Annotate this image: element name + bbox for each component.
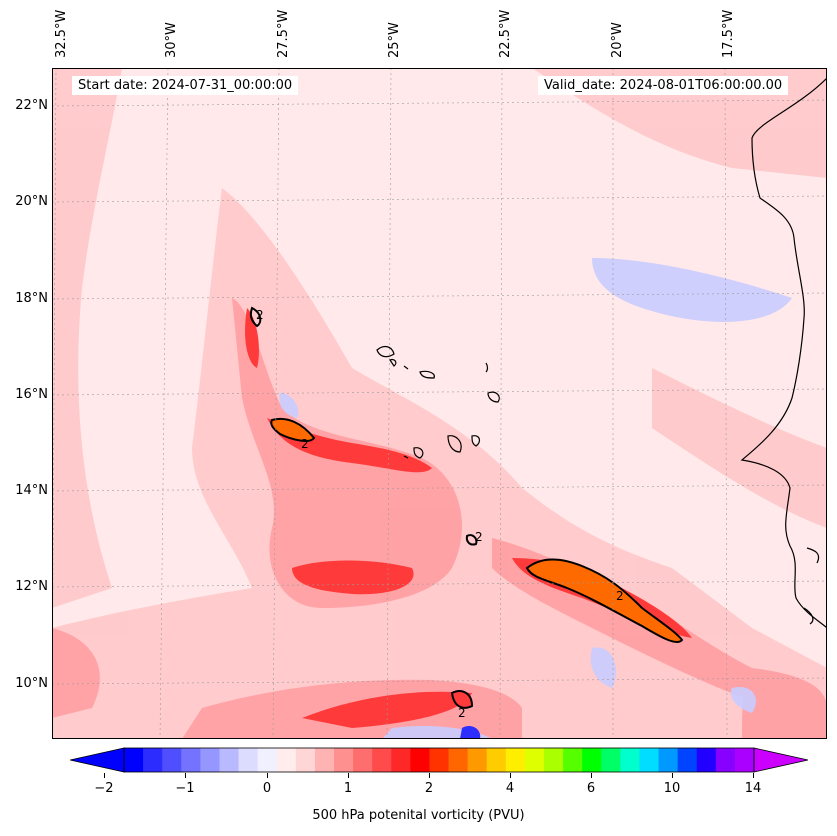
lon-label-30w: 30°W: [164, 22, 179, 58]
colorbar-segment: [238, 748, 259, 772]
colorbar-segment: [219, 748, 240, 772]
cb-tick-label-1: −1: [175, 781, 195, 796]
lat-label-10n: 10°N: [15, 676, 48, 691]
lat-label-12n: 12°N: [15, 579, 48, 594]
colorbar-segment: [734, 748, 755, 772]
colorbar-segment: [353, 748, 373, 772]
lat-label-14n: 14°N: [15, 483, 48, 498]
colorbar-left-extension: [70, 747, 125, 773]
graticule: [52, 68, 827, 739]
cb-tickmark-3: [348, 773, 349, 778]
colorbar-segment: [467, 748, 488, 772]
colorbar-segment: [372, 748, 392, 772]
cb-tick-label-2: 0: [262, 781, 272, 796]
colorbar-segment: [276, 748, 297, 772]
colorbar-segment: [639, 748, 660, 772]
pv-max-filament: [249, 306, 684, 709]
colorbar-segment: [314, 748, 335, 772]
colorbar-segments: [124, 748, 755, 772]
map-canvas: [52, 68, 827, 739]
contour-label-4: 2: [475, 530, 483, 544]
colorbar-segment: [696, 748, 717, 772]
start-date-label: Start date: 2024-07-31_00:00:00: [72, 76, 299, 95]
colorbar-segment: [410, 748, 430, 772]
contour-label-1: 2: [301, 437, 309, 451]
colorbar-segment: [582, 748, 602, 772]
cb-tick-label-4: 2: [424, 781, 434, 796]
africa-coastline: [740, 77, 827, 629]
colorbar-segment: [257, 748, 278, 772]
lon-label-25w: 25°W: [387, 22, 402, 58]
colorbar-segment: [334, 748, 354, 772]
colorbar-segment: [544, 748, 564, 772]
colorbar-outline: [123, 747, 755, 773]
colorbar-segment: [486, 748, 507, 772]
lat-label-22n: 22°N: [15, 98, 48, 113]
colorbar-segment: [448, 748, 469, 772]
cb-tick-label-5: 4: [505, 781, 515, 796]
lon-label-22-5w: 22.5°W: [498, 9, 513, 58]
colorbar-segment: [563, 748, 583, 772]
contour-label-3: 2: [616, 589, 624, 603]
lat-label-18n: 18°N: [15, 291, 48, 306]
contour-label-5: 2: [458, 706, 466, 720]
colorbar-segment: [524, 748, 545, 772]
colorbar-segment: [505, 748, 526, 772]
contour-label-2: 2: [256, 308, 264, 322]
cb-tickmark-0: [104, 773, 105, 778]
colorbar-segment: [391, 748, 411, 772]
cb-tickmark-4: [429, 773, 430, 778]
colorbar-segment: [295, 748, 316, 772]
valid-date-label: Valid_date: 2024-08-01T06:00:00.00: [538, 76, 789, 95]
cb-tick-label-8: 14: [744, 781, 762, 796]
lat-label-16n: 16°N: [15, 387, 48, 402]
colorbar-label: 500 hPa potenital vorticity (PVU): [312, 808, 525, 823]
cb-tickmark-7: [672, 773, 673, 778]
cape-verde-islands: [376, 345, 500, 459]
colorbar-segment: [429, 748, 450, 772]
cb-tick-label-7: 10: [663, 781, 681, 796]
colorbar: [70, 747, 809, 773]
cb-tickmark-8: [753, 773, 754, 778]
cb-tick-label-0: −2: [94, 781, 114, 796]
cb-tickmark-5: [510, 773, 511, 778]
colorbar-segment: [677, 748, 698, 772]
cb-tickmark-2: [267, 773, 268, 778]
colorbar-segment: [124, 748, 144, 772]
cb-tick-label-3: 1: [343, 781, 353, 796]
colorbar-right-extension: [753, 747, 809, 773]
colorbar-segment: [715, 748, 736, 772]
lat-label-20n: 20°N: [15, 194, 48, 209]
colorbar-segment: [601, 748, 621, 772]
cb-tickmark-1: [185, 773, 186, 778]
colorbar-segment: [200, 748, 220, 772]
lon-label-17-5w: 17.5°W: [721, 9, 736, 58]
cb-tick-label-6: 6: [586, 781, 596, 796]
lon-label-20w: 20°W: [610, 22, 625, 58]
colorbar-segment: [143, 748, 163, 772]
lon-label-32-5w: 32.5°W: [54, 9, 69, 58]
colorbar-segment: [162, 748, 182, 772]
colorbar-segment: [181, 748, 201, 772]
cb-tickmark-6: [591, 773, 592, 778]
lon-label-27-5w: 27.5°W: [276, 9, 291, 58]
colorbar-segment: [620, 748, 640, 772]
colorbar-segment: [658, 748, 679, 772]
map-panel: 2 2 2 2 2: [52, 68, 827, 739]
pv-negative-deep: [460, 726, 481, 739]
